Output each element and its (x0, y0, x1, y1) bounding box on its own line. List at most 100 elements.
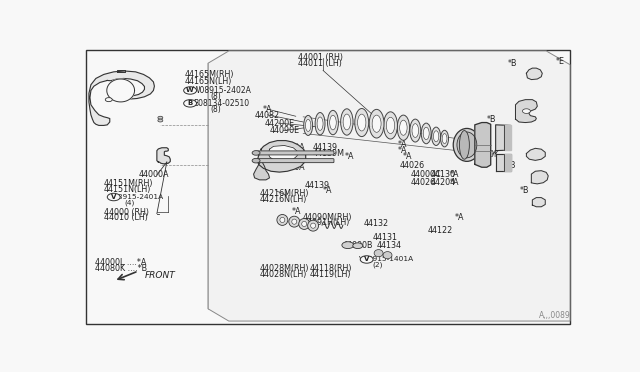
Text: 44000L ....*A: 44000L ....*A (95, 258, 147, 267)
Text: W: W (186, 87, 194, 93)
Ellipse shape (421, 123, 431, 144)
Ellipse shape (457, 132, 477, 158)
Ellipse shape (383, 251, 392, 259)
Text: W08915-2402A: W08915-2402A (193, 86, 252, 95)
Ellipse shape (442, 134, 447, 144)
Circle shape (158, 116, 163, 119)
Text: *A: *A (397, 146, 407, 155)
Text: 44216M(RH): 44216M(RH) (260, 189, 309, 198)
Text: 44134: 44134 (376, 241, 402, 250)
Polygon shape (475, 122, 491, 167)
Text: *A: *A (455, 212, 465, 222)
Text: 44200E: 44200E (264, 119, 294, 128)
Ellipse shape (315, 112, 325, 135)
Text: 44119(LH): 44119(LH) (309, 270, 351, 279)
Text: 44011 (LH): 44011 (LH) (298, 59, 342, 68)
Text: 44000B: 44000B (343, 241, 373, 250)
Text: A,,,0089: A,,,0089 (539, 311, 570, 320)
Text: 44128: 44128 (275, 149, 300, 158)
Text: (2): (2) (372, 262, 383, 269)
Circle shape (108, 193, 120, 201)
Text: 44165N(LH): 44165N(LH) (184, 77, 232, 86)
Text: 44204: 44204 (430, 178, 455, 187)
Ellipse shape (412, 124, 419, 137)
Text: 44080K ....*B: 44080K ....*B (95, 264, 147, 273)
Ellipse shape (292, 219, 297, 224)
Polygon shape (515, 100, 538, 122)
Text: 44026: 44026 (399, 161, 424, 170)
Ellipse shape (410, 119, 420, 142)
Circle shape (353, 243, 363, 248)
Text: *A: *A (323, 186, 333, 195)
Text: 44139A: 44139A (275, 143, 305, 152)
Ellipse shape (317, 117, 323, 131)
Text: *A: *A (403, 153, 412, 161)
Polygon shape (495, 154, 511, 171)
Text: *B: *B (507, 161, 516, 170)
Ellipse shape (383, 112, 397, 139)
Polygon shape (269, 145, 297, 161)
Text: 44000 (RH): 44000 (RH) (104, 208, 149, 217)
Text: V: V (111, 194, 116, 200)
Ellipse shape (280, 217, 285, 222)
Polygon shape (527, 148, 545, 160)
Ellipse shape (289, 216, 300, 227)
Ellipse shape (343, 114, 351, 130)
Circle shape (184, 87, 196, 94)
Text: *A: *A (450, 178, 460, 187)
Text: 44139M: 44139M (312, 149, 344, 158)
Circle shape (360, 256, 373, 263)
Ellipse shape (433, 131, 439, 142)
Circle shape (252, 151, 260, 155)
Text: *A: *A (397, 140, 407, 149)
Text: *A: *A (450, 170, 460, 179)
Text: *A: *A (262, 105, 272, 113)
Text: 44165M(RH): 44165M(RH) (184, 70, 234, 79)
Text: *A: *A (291, 207, 301, 216)
Text: V08915-1401A: V08915-1401A (359, 256, 414, 263)
Text: 44091H(LH): 44091H(LH) (302, 218, 349, 227)
FancyBboxPatch shape (257, 158, 334, 163)
Text: 44082: 44082 (255, 111, 280, 120)
Text: FRONT: FRONT (145, 271, 175, 280)
Text: 44139: 44139 (304, 181, 330, 190)
Polygon shape (531, 171, 548, 184)
Ellipse shape (374, 250, 383, 257)
Text: 44001 (RH): 44001 (RH) (298, 53, 343, 62)
Text: 44131: 44131 (372, 232, 397, 242)
Circle shape (522, 109, 531, 113)
Polygon shape (107, 79, 134, 102)
Ellipse shape (399, 120, 407, 135)
Text: 44122: 44122 (428, 226, 452, 235)
Polygon shape (527, 68, 542, 80)
Text: (8): (8) (210, 92, 221, 101)
Ellipse shape (358, 114, 366, 131)
Text: 44000A: 44000A (138, 170, 169, 179)
Text: 44151M(RH): 44151M(RH) (104, 179, 154, 188)
Text: V08915-2401A: V08915-2401A (109, 194, 164, 200)
Text: 44090M(RH): 44090M(RH) (302, 212, 352, 222)
Ellipse shape (340, 109, 353, 135)
Ellipse shape (369, 109, 384, 138)
Ellipse shape (440, 130, 449, 147)
Text: 44151N(LH): 44151N(LH) (104, 185, 151, 194)
Ellipse shape (308, 220, 319, 231)
Text: 44010 (LH): 44010 (LH) (104, 214, 148, 222)
Text: *B: *B (486, 115, 496, 124)
Text: *B: *B (508, 59, 517, 68)
Ellipse shape (372, 115, 381, 132)
Circle shape (158, 119, 163, 122)
Text: 44090E: 44090E (270, 126, 300, 135)
Polygon shape (504, 125, 511, 150)
Ellipse shape (431, 127, 440, 145)
Polygon shape (89, 71, 154, 125)
Polygon shape (495, 125, 511, 151)
Text: 44216N(LH): 44216N(LH) (260, 195, 307, 204)
Text: 44216A: 44216A (275, 163, 305, 172)
Text: *A: *A (345, 152, 355, 161)
Ellipse shape (387, 117, 395, 134)
Polygon shape (257, 141, 306, 172)
Ellipse shape (397, 115, 410, 140)
Circle shape (106, 97, 112, 102)
Ellipse shape (355, 109, 369, 137)
